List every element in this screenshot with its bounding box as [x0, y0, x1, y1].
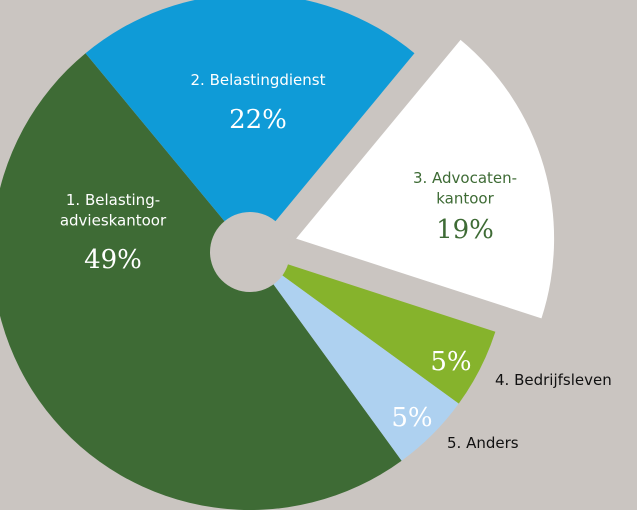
- value-label: 5%: [391, 403, 432, 433]
- pie-slice: [85, 0, 415, 252]
- pie-slice: [0, 53, 402, 510]
- center-hole: [210, 212, 290, 292]
- value-label: 22%: [229, 105, 287, 135]
- slice-label: 5. Anders: [447, 434, 519, 452]
- slice-label: 4. Bedrijfsleven: [495, 371, 612, 389]
- pie-slice: [250, 252, 459, 461]
- pie-slice: [296, 39, 555, 319]
- pie-slice: [250, 252, 496, 404]
- value-label: 49%: [84, 245, 142, 275]
- slice-label: 2. Belastingdienst: [191, 71, 326, 89]
- value-label: 19%: [436, 215, 494, 245]
- slice-label: 1. Belasting-advieskantoor: [60, 191, 167, 229]
- value-label: 5%: [430, 347, 471, 377]
- slice-label: 3. Advocaten-kantoor: [413, 169, 517, 207]
